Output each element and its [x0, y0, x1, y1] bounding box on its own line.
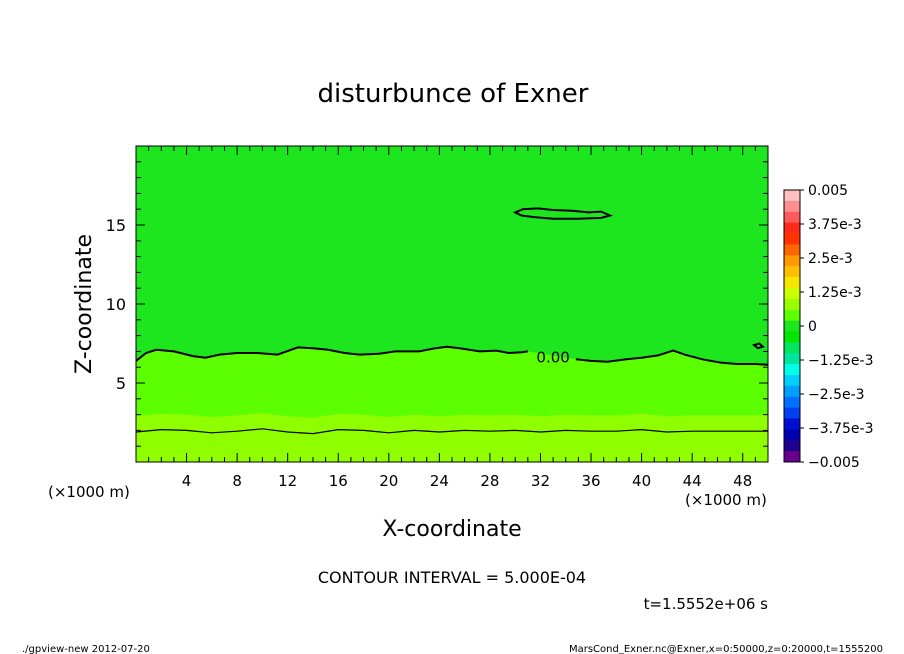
contour-line	[575, 349, 769, 366]
y-tick-label: 15	[106, 216, 126, 235]
x-tick-label: 44	[683, 472, 702, 490]
x-tick-label: 24	[430, 472, 449, 490]
contour-line	[752, 342, 765, 350]
colorbar-segment	[784, 331, 800, 343]
y-axis-label: Z-coordinate	[72, 234, 97, 374]
colorbar-segment	[784, 222, 800, 235]
colorbar-label: 1.25e-3	[808, 285, 862, 301]
x-tick-label: 4	[182, 472, 192, 490]
x-tick-label: 16	[329, 472, 348, 490]
colorbar	[783, 189, 801, 463]
colorbar-label: −3.75e-3	[808, 421, 873, 437]
colorbar-segment	[784, 396, 800, 409]
x-unit-right: (×1000 m)	[685, 491, 767, 509]
colorbar-segment	[784, 298, 800, 311]
contour-line	[512, 207, 613, 220]
colorbar-segment	[784, 429, 800, 441]
colorbar-segment	[784, 440, 800, 452]
colorbar-label: 3.75e-3	[808, 217, 862, 233]
colorbar-segment	[784, 407, 800, 419]
x-unit-left: (×1000 m)	[48, 483, 130, 501]
x-axis-label: X-coordinate	[382, 517, 521, 542]
x-tick-label: 28	[480, 472, 499, 490]
colorbar-segment	[784, 244, 800, 256]
x-axis-ticks: 4 8 12 16 20 24 28 32 36 40 44 48	[148, 146, 756, 490]
colorbar-segment	[784, 309, 800, 322]
y-axis-ticks: 5 10 15	[106, 161, 768, 447]
colorbar-segment	[784, 342, 800, 354]
x-tick-label: 8	[232, 472, 242, 490]
colorbar-segment	[784, 277, 800, 289]
colorbar-segment	[784, 451, 800, 463]
colorbar-labels: 0.005 3.75e-3 2.5e-3 1.25e-3 0 −1.25e-3 −2.5e-…	[800, 183, 873, 471]
colorbar-segment	[784, 211, 800, 224]
colorbar-segment	[784, 353, 800, 365]
y-tick-label: 10	[106, 295, 126, 314]
colorbar-segment	[784, 320, 800, 332]
colorbar-segment	[784, 200, 800, 213]
colorbar-label: −2.5e-3	[808, 387, 865, 403]
colorbar-label: 2.5e-3	[808, 251, 853, 267]
y-tick-label: 5	[116, 374, 126, 393]
colorbar-segment	[784, 255, 800, 267]
contour-label: 0.00	[536, 349, 569, 367]
colorbar-label: 0.005	[808, 183, 848, 199]
colorbar-segment	[784, 385, 800, 398]
x-tick-label: 20	[379, 472, 398, 490]
contour-line	[135, 345, 528, 362]
contour-lines	[135, 207, 769, 435]
time-stamp: t=1.5552e+06 s	[644, 595, 769, 613]
contour-interval: CONTOUR INTERVAL = 5.000E-04	[318, 568, 586, 587]
colorbar-segment	[784, 287, 800, 300]
colorbar-segment	[784, 364, 800, 376]
x-tick-label: 12	[278, 472, 297, 490]
colorbar-segment	[784, 266, 800, 278]
colorbar-label: −0.005	[808, 455, 860, 471]
footer-left: ./gpview-new 2012-07-20	[22, 644, 150, 654]
colorbar-segment	[784, 190, 800, 202]
fill-bottom-band	[136, 413, 768, 462]
footer-right: MarsCond_Exner.nc@Exner,x=0:50000,z=0:20…	[569, 644, 883, 654]
contour-line	[135, 428, 768, 435]
colorbar-segment	[784, 374, 800, 387]
colorbar-label: 0	[808, 319, 817, 335]
colorbar-segment	[784, 233, 800, 245]
x-tick-label: 36	[581, 472, 600, 490]
colorbar-label: −1.25e-3	[808, 353, 873, 369]
x-tick-label: 40	[632, 472, 651, 490]
x-tick-label: 48	[733, 472, 752, 490]
chart-title: disturbunce of Exner	[318, 79, 589, 109]
colorbar-segment	[784, 418, 800, 430]
x-tick-label: 32	[531, 472, 550, 490]
